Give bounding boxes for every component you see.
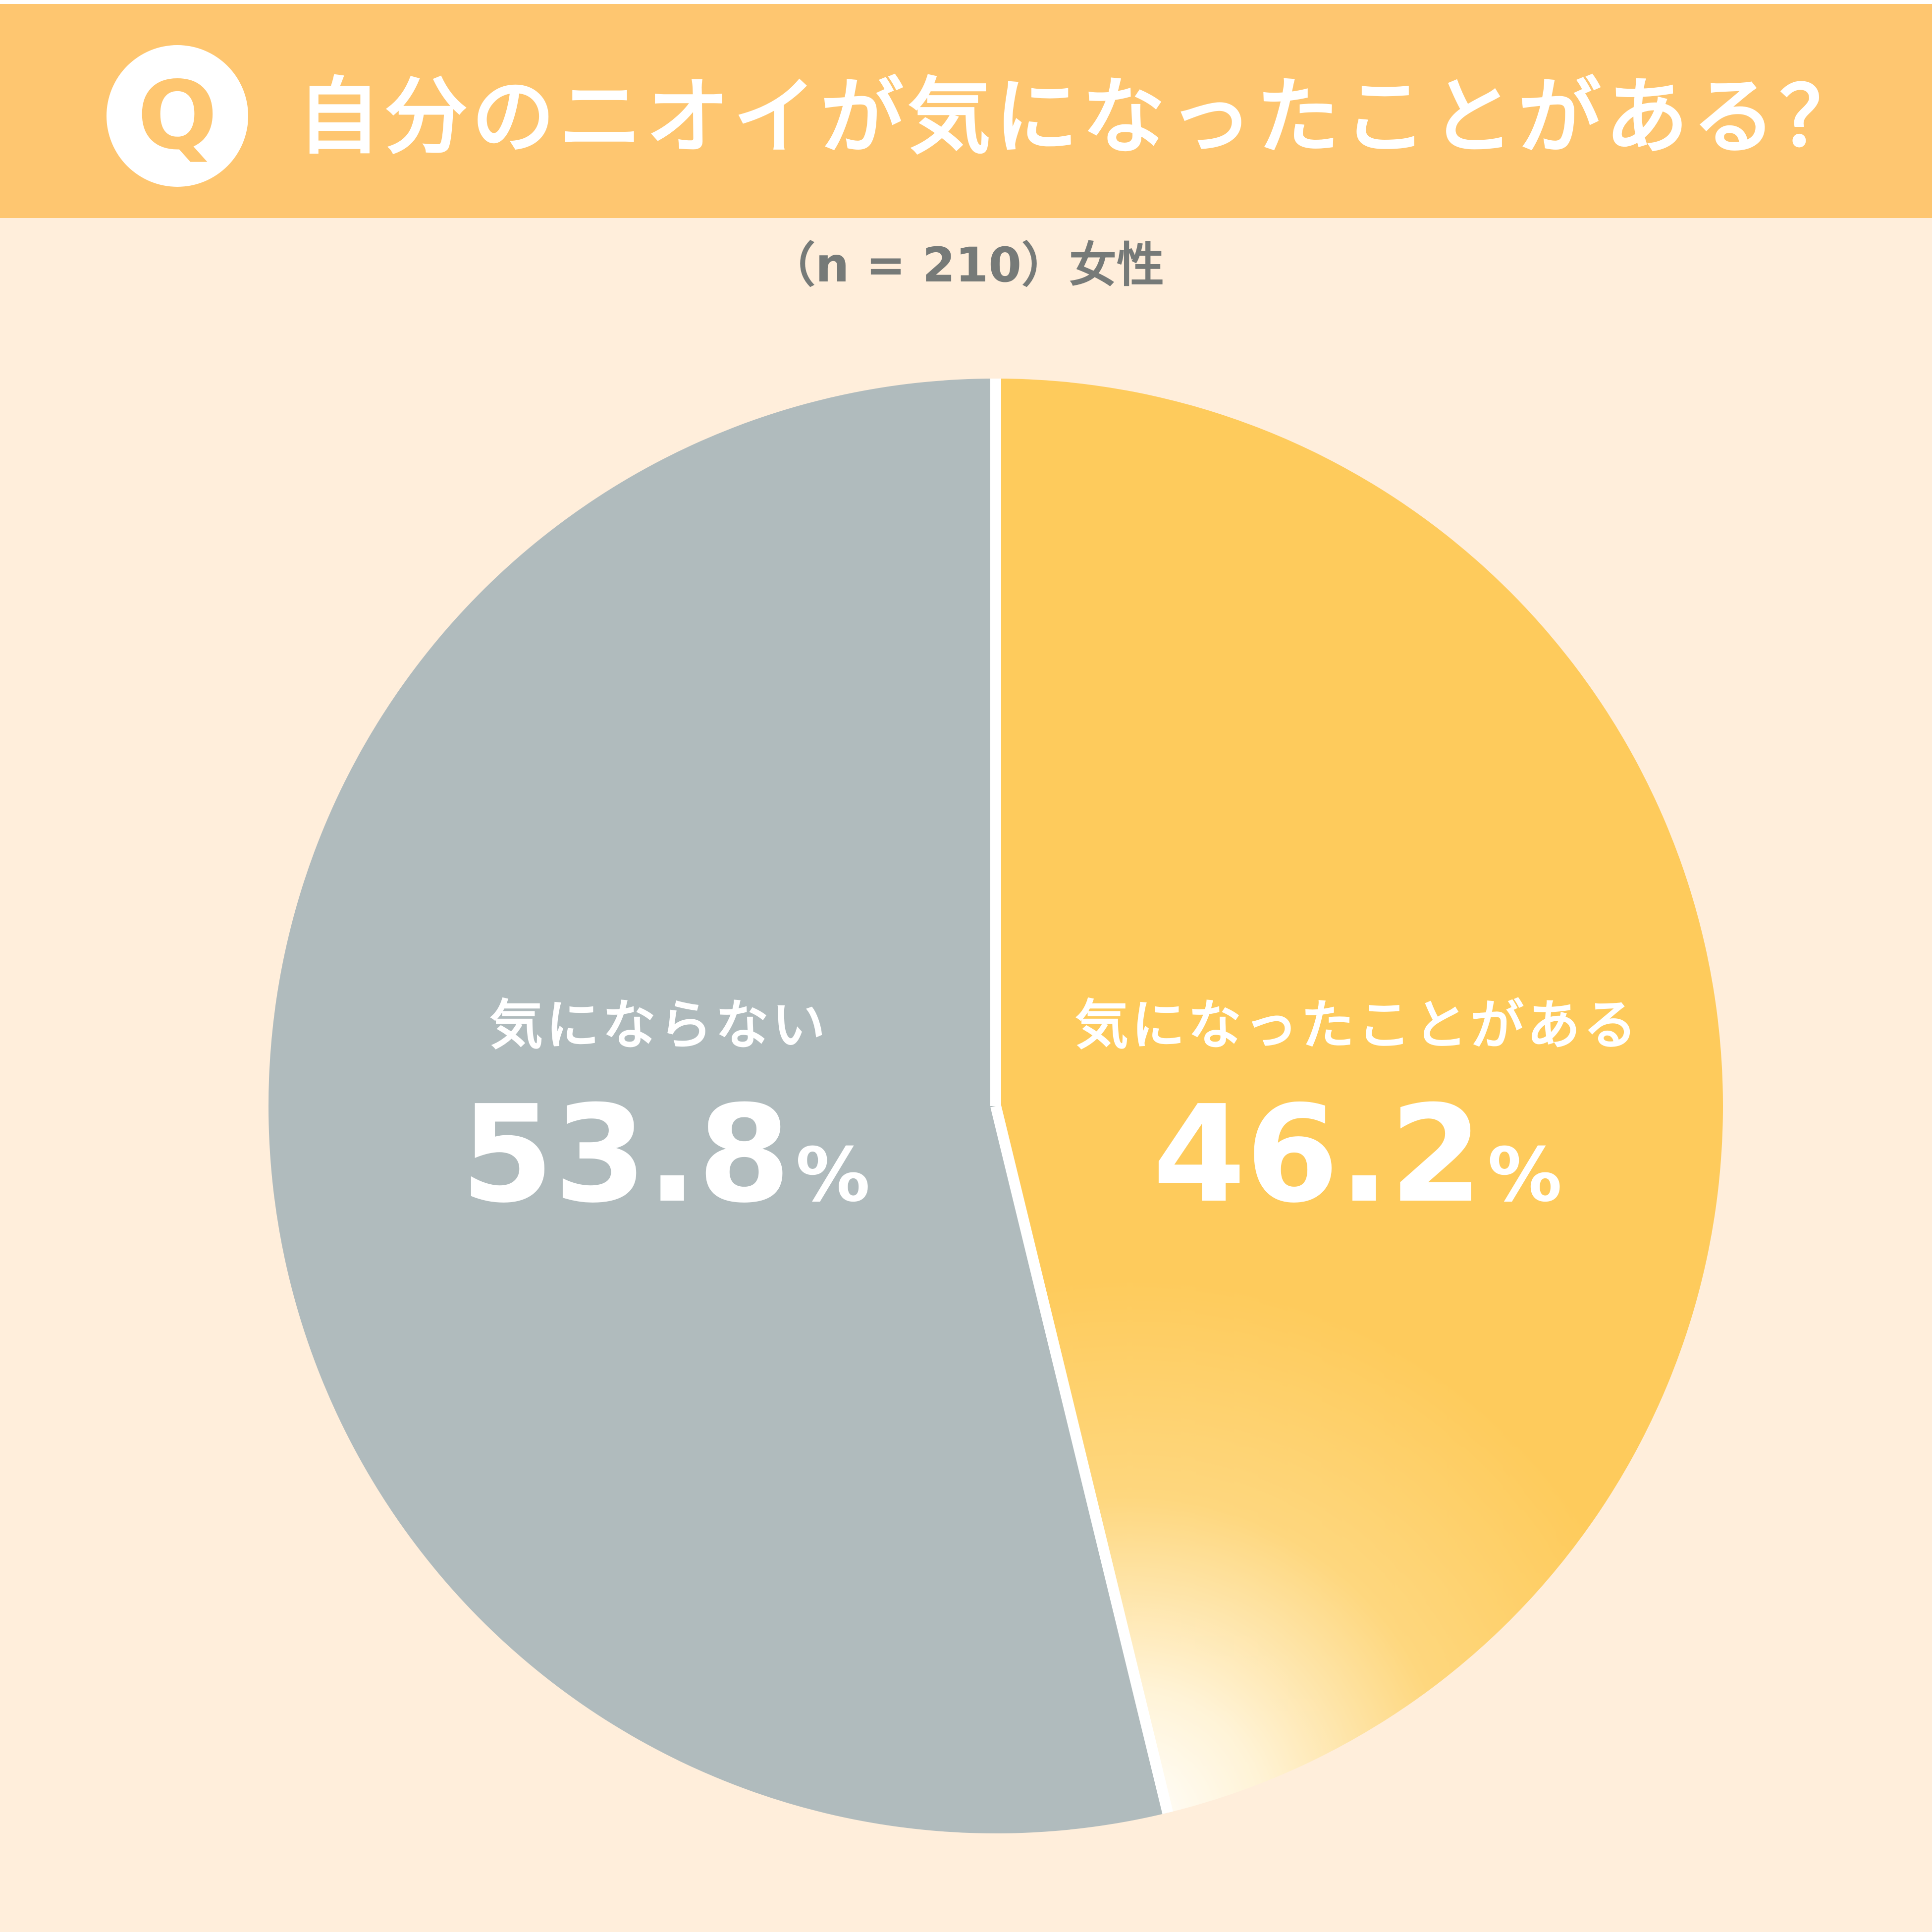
slice-label-no-name: 気にならない <box>489 994 828 1056</box>
sample-size-note: （n = 210）女性 <box>767 237 1164 293</box>
question-header: Q 自分のニオイが気になったことがある？ <box>0 4 1932 218</box>
q-badge-icon: Q <box>107 45 248 187</box>
slice-label-no: 気にならない 53.8% <box>461 991 870 1250</box>
q-badge-letter: Q <box>137 61 217 170</box>
slice-label-yes: 気になったことがある 46.2% <box>1030 991 1684 1250</box>
top-strip <box>0 0 1932 4</box>
pie-slice-yes <box>996 379 1723 1813</box>
slice-label-yes-name: 気になったことがある <box>1074 994 1640 1056</box>
slice-label-yes-value: 46.2% <box>1152 1076 1562 1232</box>
slice-divider <box>990 1104 1173 1814</box>
pie-slice-no <box>268 379 1168 1833</box>
slice-label-no-value: 53.8% <box>461 1076 870 1232</box>
question-title: 自分のニオイが気になったことがある？ <box>297 68 1867 166</box>
